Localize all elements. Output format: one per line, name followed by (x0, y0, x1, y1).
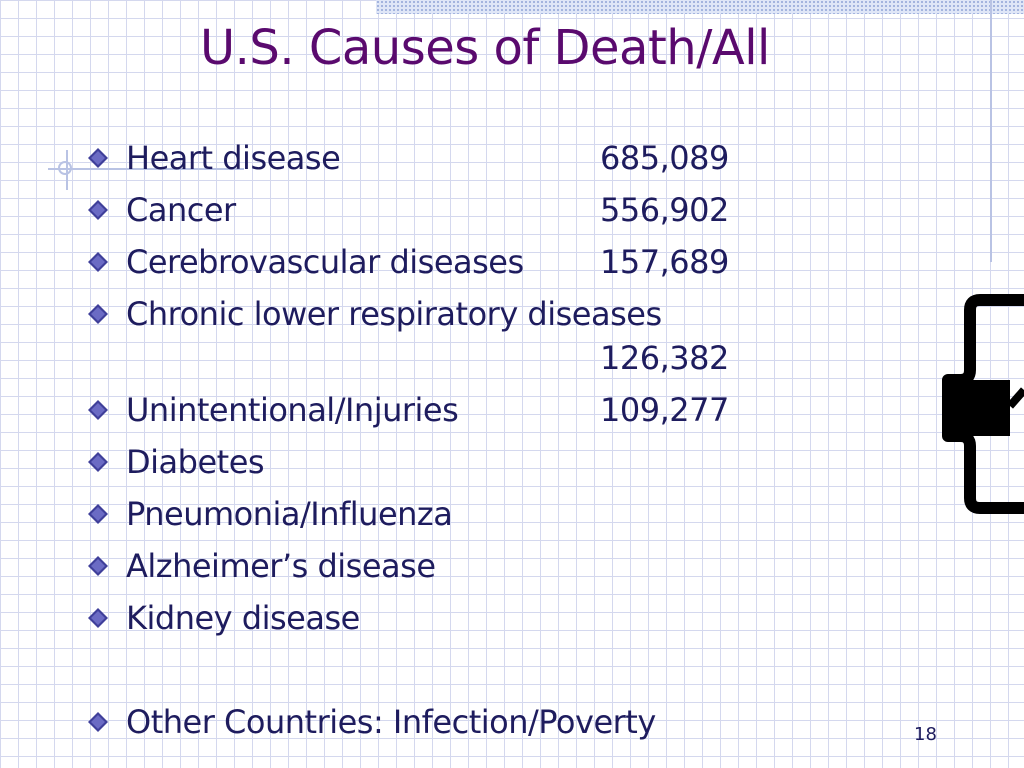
bullet-value: 157,689 (600, 243, 729, 281)
bullet-item-unintentional-injuries: Unintentional/Injuries 109,277 (88, 388, 788, 436)
diamond-bullet-icon (88, 556, 108, 576)
diamond-bullet-icon (88, 252, 108, 272)
bullet-item-diabetes: Diabetes (88, 440, 788, 488)
bullet-label: Diabetes (126, 443, 265, 481)
bullet-item-chronic-respiratory: Chronic lower respiratory diseases 126,3… (88, 292, 788, 388)
bullet-value: 685,089 (600, 139, 729, 177)
top-decorative-band (376, 0, 1024, 14)
diamond-bullet-icon (88, 304, 108, 324)
bullet-item-cerebrovascular: Cerebrovascular diseases 157,689 (88, 240, 788, 288)
diamond-bullet-icon (88, 712, 108, 732)
bullet-label: Alzheimer’s disease (126, 547, 436, 585)
page-number: 18 (914, 724, 937, 745)
bullet-label: Heart disease (126, 139, 341, 177)
diamond-bullet-icon (88, 400, 108, 420)
diamond-bullet-icon (88, 148, 108, 168)
bullet-label: Kidney disease (126, 599, 360, 637)
diamond-bullet-icon (88, 452, 108, 472)
bullet-label: Cerebrovascular diseases (126, 243, 524, 281)
bullet-item-pneumonia: Pneumonia/Influenza (88, 492, 788, 540)
bullet-label: Chronic lower respiratory diseases (126, 295, 662, 333)
bullet-value: 109,277 (600, 391, 729, 429)
bullet-item-kidney: Kidney disease (88, 596, 788, 644)
bullet-label: Unintentional/Injuries (126, 391, 459, 429)
bullet-label: Cancer (126, 191, 236, 229)
bullet-value: 556,902 (600, 191, 729, 229)
bullet-item-alzheimers: Alzheimer’s disease (88, 544, 788, 592)
diamond-bullet-icon (88, 504, 108, 524)
bullet-label: Pneumonia/Influenza (126, 495, 453, 533)
decorative-horizontal-line (48, 168, 244, 170)
diamond-bullet-icon (88, 608, 108, 628)
diamond-bullet-icon (88, 200, 108, 220)
bullet-item-heart-disease: Heart disease 685,089 (88, 136, 788, 184)
bullet-item-cancer: Cancer 556,902 (88, 188, 788, 236)
bullet-value: 126,382 (600, 339, 729, 377)
bullet-item-other-countries: Other Countries: Infection/Poverty (88, 700, 788, 748)
bullet-label: Other Countries: Infection/Poverty (126, 703, 656, 741)
right-decorative-line (990, 0, 992, 262)
decorative-circle (58, 161, 72, 175)
brace-clipart-icon (942, 294, 1024, 514)
slide-title: U.S. Causes of Death/All (200, 20, 770, 76)
